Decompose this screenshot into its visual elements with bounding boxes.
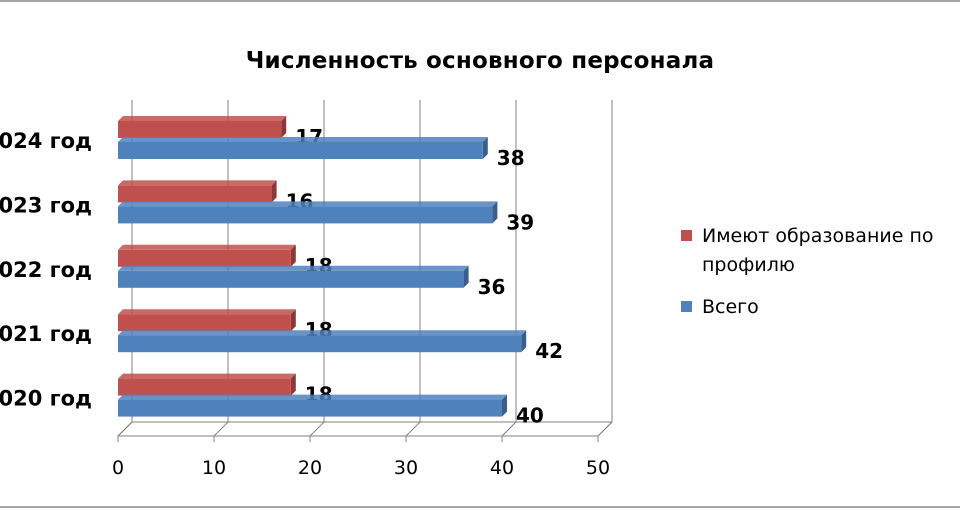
bar-total [118, 142, 483, 159]
bar-top-face [118, 116, 287, 121]
legend-swatch-total [681, 301, 692, 312]
gridline-floor [117, 421, 133, 437]
category-label: 2024 год [0, 129, 92, 153]
bar-side-face [492, 201, 498, 224]
bar-side-face [290, 309, 296, 332]
bar-side-face [482, 137, 488, 159]
gridline-floor [405, 421, 421, 437]
category-label: 2022 год [0, 258, 92, 282]
legend-label-profile: Имеют образование по профилю [702, 225, 934, 276]
bar-top-face [118, 244, 296, 250]
bar-side-face [271, 180, 277, 203]
data-label: 39 [506, 210, 534, 234]
bar-top-face [118, 373, 296, 379]
bar-total [118, 270, 464, 288]
bar-profile [118, 314, 291, 332]
legend-item-profile: Имеют образование по профилю [678, 222, 960, 280]
data-label: 40 [516, 404, 544, 428]
gridline-floor [213, 421, 229, 437]
bar-top-face [118, 137, 488, 142]
gridline-floor [597, 421, 613, 437]
x-tick-label: 50 [586, 457, 610, 479]
bar-side-face [290, 373, 296, 396]
bar-top-face [118, 394, 507, 400]
bar-side-face [463, 265, 469, 288]
data-label: 42 [535, 339, 563, 363]
category-label: 2020 год [0, 387, 92, 411]
category-label: 2023 год [0, 193, 92, 217]
bar-profile [118, 185, 272, 203]
bar-total [118, 399, 502, 417]
bar-side-face [281, 116, 287, 138]
x-tick-label: 0 [112, 457, 124, 479]
bar-side-face [290, 244, 296, 267]
bar-top-face [118, 265, 469, 271]
x-tick-label: 30 [394, 457, 418, 479]
bar-profile [118, 121, 282, 138]
bar-total [118, 206, 493, 224]
x-tick-label: 40 [490, 457, 514, 479]
data-label: 38 [497, 146, 525, 170]
chart-frame-top [0, 0, 960, 2]
bar-top-face [118, 309, 296, 315]
bar-profile [118, 249, 291, 267]
bar-side-face [502, 394, 507, 417]
gridline-floor [309, 421, 325, 437]
bar-total [118, 335, 522, 353]
bar-top-face [118, 330, 527, 336]
bar-top-face [118, 201, 498, 207]
data-label: 36 [478, 275, 506, 299]
chart-legend: Имеют образование по профилю Всего [678, 222, 960, 322]
chart-title: Численность основного персонала [245, 48, 715, 74]
x-tick-label: 10 [202, 457, 226, 479]
chart-frame-bottom [0, 506, 960, 508]
x-tick-label: 20 [298, 457, 322, 479]
legend-item-total: Всего [678, 293, 960, 322]
bar-top-face [118, 180, 277, 186]
bar-profile [118, 378, 291, 396]
legend-label-total: Всего [702, 296, 759, 318]
gridline-floor [501, 421, 517, 437]
legend-swatch-profile [681, 230, 692, 241]
bar-side-face [521, 330, 527, 353]
